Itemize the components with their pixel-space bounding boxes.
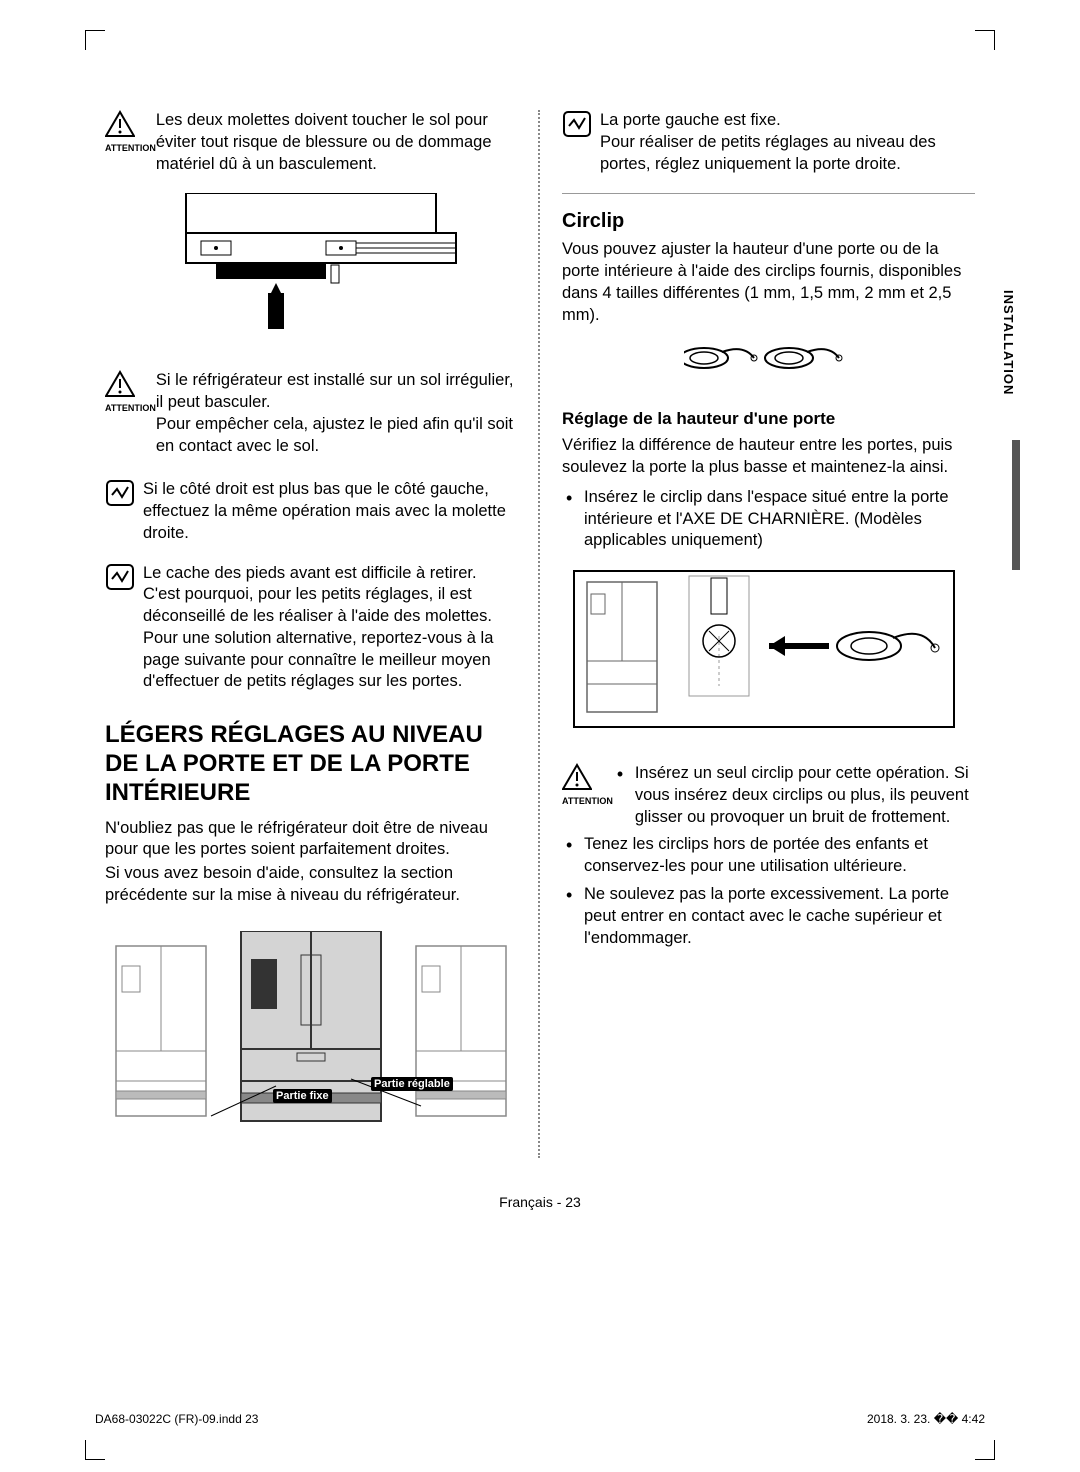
- crop-mark: [85, 30, 105, 50]
- footer-metadata: DA68-03022C (FR)-09.indd 23 2018. 3. 23.…: [95, 1412, 985, 1426]
- manual-page: INSTALLATION ATTENTION Les deux molettes…: [0, 0, 1080, 1472]
- warning-block-2: ATTENTION Si le réfrigérateur est instal…: [105, 370, 516, 457]
- attention-icon: ATTENTION: [562, 763, 613, 806]
- footer-indd: DA68-03022C (FR)-09.indd 23: [95, 1412, 258, 1426]
- note-block-2: Le cache des pieds avant est difficile à…: [105, 563, 516, 694]
- warning-bullet-list-cont: Tenez les circlips hors de portée des en…: [562, 834, 975, 949]
- subsection-heading: Circlip: [562, 210, 975, 233]
- bullet-item: Insérez un seul circlip pour cette opéra…: [613, 763, 975, 828]
- attention-label: ATTENTION: [105, 403, 156, 413]
- attention-icon: ATTENTION: [105, 110, 156, 153]
- bullet-item: Tenez les circlips hors de portée des en…: [562, 834, 975, 878]
- note-text: La porte gauche est fixe. Pour réaliser …: [600, 110, 975, 175]
- bullet-item: Insérez le circlip dans l'espace situé e…: [562, 487, 975, 552]
- paragraph: Vérifiez la différence de hauteur entre …: [562, 435, 975, 479]
- note-icon: [105, 563, 143, 596]
- bullet-item: Ne soulevez pas la porte excessivement. …: [562, 884, 975, 949]
- divider: [562, 193, 975, 194]
- note-text: Le cache des pieds avant est difficile à…: [143, 563, 516, 694]
- page-number: Français - 23: [95, 1194, 985, 1210]
- attention-icon: ATTENTION: [105, 370, 156, 413]
- figure-circlips: [562, 334, 975, 387]
- crop-mark: [975, 30, 995, 50]
- note-text: Si le côté droit est plus bas que le côt…: [143, 479, 516, 544]
- note-block-1: Si le côté droit est plus bas que le côt…: [105, 479, 516, 544]
- content-columns: ATTENTION Les deux molettes doivent touc…: [95, 110, 985, 1158]
- attention-label: ATTENTION: [105, 143, 156, 153]
- crop-mark: [85, 1440, 105, 1460]
- paragraph: Vous pouvez ajuster la hauteur d'une por…: [562, 239, 975, 326]
- figure-label-fixed: Partie fixe: [273, 1089, 332, 1103]
- paragraph: Si vous avez besoin d'aide, consultez la…: [105, 863, 516, 907]
- attention-label: ATTENTION: [562, 796, 613, 806]
- subsection-heading: Réglage de la hauteur d'une porte: [562, 409, 975, 429]
- bullet-list: Insérez le circlip dans l'espace situé e…: [562, 487, 975, 552]
- figure-fridge-base: [105, 193, 516, 348]
- footer-date: 2018. 3. 23. �� 4:42: [867, 1412, 985, 1426]
- left-column: ATTENTION Les deux molettes doivent touc…: [95, 110, 540, 1158]
- note-icon: [562, 110, 600, 143]
- note-icon: [105, 479, 143, 512]
- note-block-right-1: La porte gauche est fixe. Pour réaliser …: [562, 110, 975, 175]
- paragraph: N'oubliez pas que le réfrigérateur doit …: [105, 818, 516, 862]
- side-tab: INSTALLATION: [990, 280, 1020, 580]
- side-tab-bar: [1012, 440, 1020, 570]
- section-heading: Légers réglages au niveau de la porte et…: [105, 721, 516, 807]
- warning-block-1: ATTENTION Les deux molettes doivent touc…: [105, 110, 516, 175]
- figure-hinge-insert: [562, 566, 975, 741]
- warning-text: Si le réfrigérateur est installé sur un …: [156, 370, 516, 457]
- crop-mark: [975, 1440, 995, 1460]
- warning-bullet-list: Insérez un seul circlip pour cette opéra…: [613, 763, 975, 834]
- warning-text: Les deux molettes doivent toucher le sol…: [156, 110, 516, 175]
- figure-label-adjustable: Partie réglable: [371, 1077, 453, 1091]
- figure-three-fridges: Partie fixe Partie réglable: [105, 931, 516, 1136]
- right-column: La porte gauche est fixe. Pour réaliser …: [540, 110, 985, 1158]
- warning-block-right: ATTENTION Insérez un seul circlip pour c…: [562, 763, 975, 834]
- side-tab-label: INSTALLATION: [1001, 290, 1016, 395]
